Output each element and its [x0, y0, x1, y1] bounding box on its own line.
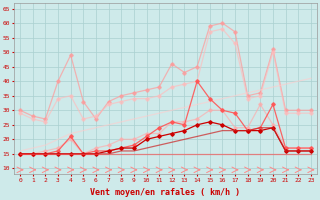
X-axis label: Vent moyen/en rafales ( km/h ): Vent moyen/en rafales ( km/h ): [91, 188, 241, 197]
